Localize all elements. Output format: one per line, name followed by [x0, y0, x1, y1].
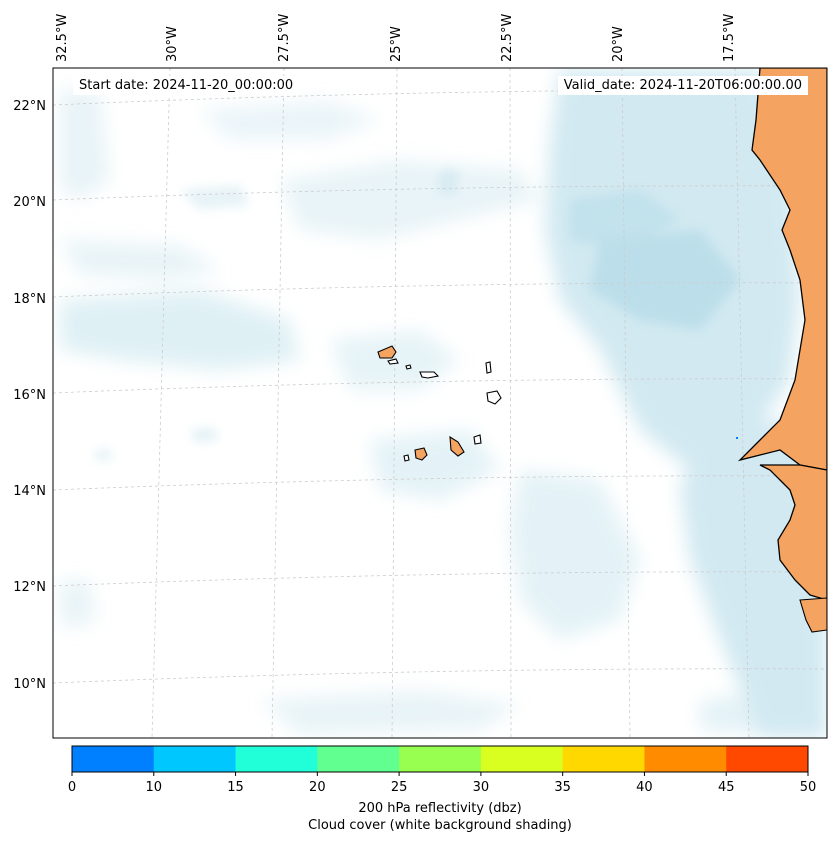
graticule [53, 68, 827, 738]
colorbar-swatch [235, 746, 318, 772]
colorbar-frame [71, 745, 809, 773]
colorbar-swatch [480, 746, 564, 772]
colorbar-label: 200 hPa reflectivity (dbz) [358, 801, 522, 816]
lat-label: 14°N [13, 484, 46, 499]
lon-label: 17.5°W [722, 14, 737, 62]
map-panel [53, 68, 827, 738]
colorbar-swatch [644, 746, 727, 772]
africa-coastline [737, 68, 827, 633]
lat-label: 10°N [13, 677, 46, 692]
start-date-label: Start date: 2024-11-20_00:00:00 [73, 76, 300, 95]
lon-label: 27.5°W [277, 14, 292, 62]
latitude-labels: 22°N 20°N 18°N 16°N 14°N 12°N 10°N [13, 99, 46, 692]
lat-label: 16°N [13, 388, 46, 403]
lon-label: 20°W [611, 26, 626, 62]
longitude-labels: 32.5°W 30°W 27.5°W 25°W 22.5°W 20°W 17.5°W [55, 14, 737, 62]
map-frame [52, 67, 828, 739]
colorbar-swatch [562, 746, 645, 772]
cape-verde-islands [377, 345, 502, 462]
colorbar-tick-label: 0 [68, 780, 76, 795]
colorbar-swatch [726, 746, 809, 772]
colorbar-tick-label: 50 [800, 780, 817, 795]
lat-label: 12°N [13, 580, 46, 595]
colorbar-swatch [72, 746, 155, 772]
lon-label: 32.5°W [55, 14, 70, 62]
colorbar-tick-label: 30 [473, 780, 490, 795]
colorbar-ticks: 0 10 15 20 25 30 35 40 45 50 [68, 772, 816, 795]
colorbar-tick-label: 20 [309, 780, 326, 795]
colorbar-swatch [153, 746, 237, 772]
reflectivity-speck [736, 437, 738, 439]
colorbar-tick-label: 25 [391, 780, 408, 795]
lon-label: 25°W [389, 26, 404, 62]
lat-label: 22°N [13, 99, 46, 114]
valid-date-label: Valid_date: 2024-11-20T06:00:00.00 [557, 76, 808, 95]
cloud-cover-shading [60, 70, 827, 738]
colorbar: 0 10 15 20 25 30 35 40 45 50 [68, 745, 816, 795]
lat-label: 20°N [13, 195, 46, 210]
colorbar-tick-label: 35 [554, 780, 571, 795]
lon-label: 22.5°W [500, 14, 515, 62]
colorbar-swatches [72, 746, 809, 772]
lon-label: 30°W [165, 26, 180, 62]
colorbar-swatch [317, 746, 400, 772]
colorbar-tick-label: 15 [227, 780, 244, 795]
colorbar-swatch [399, 746, 482, 772]
colorbar-sublabel: Cloud cover (white background shading) [308, 818, 572, 833]
colorbar-tick-label: 45 [718, 780, 735, 795]
colorbar-tick-label: 40 [636, 780, 653, 795]
colorbar-tick-label: 10 [146, 780, 163, 795]
lat-label: 18°N [13, 292, 46, 307]
